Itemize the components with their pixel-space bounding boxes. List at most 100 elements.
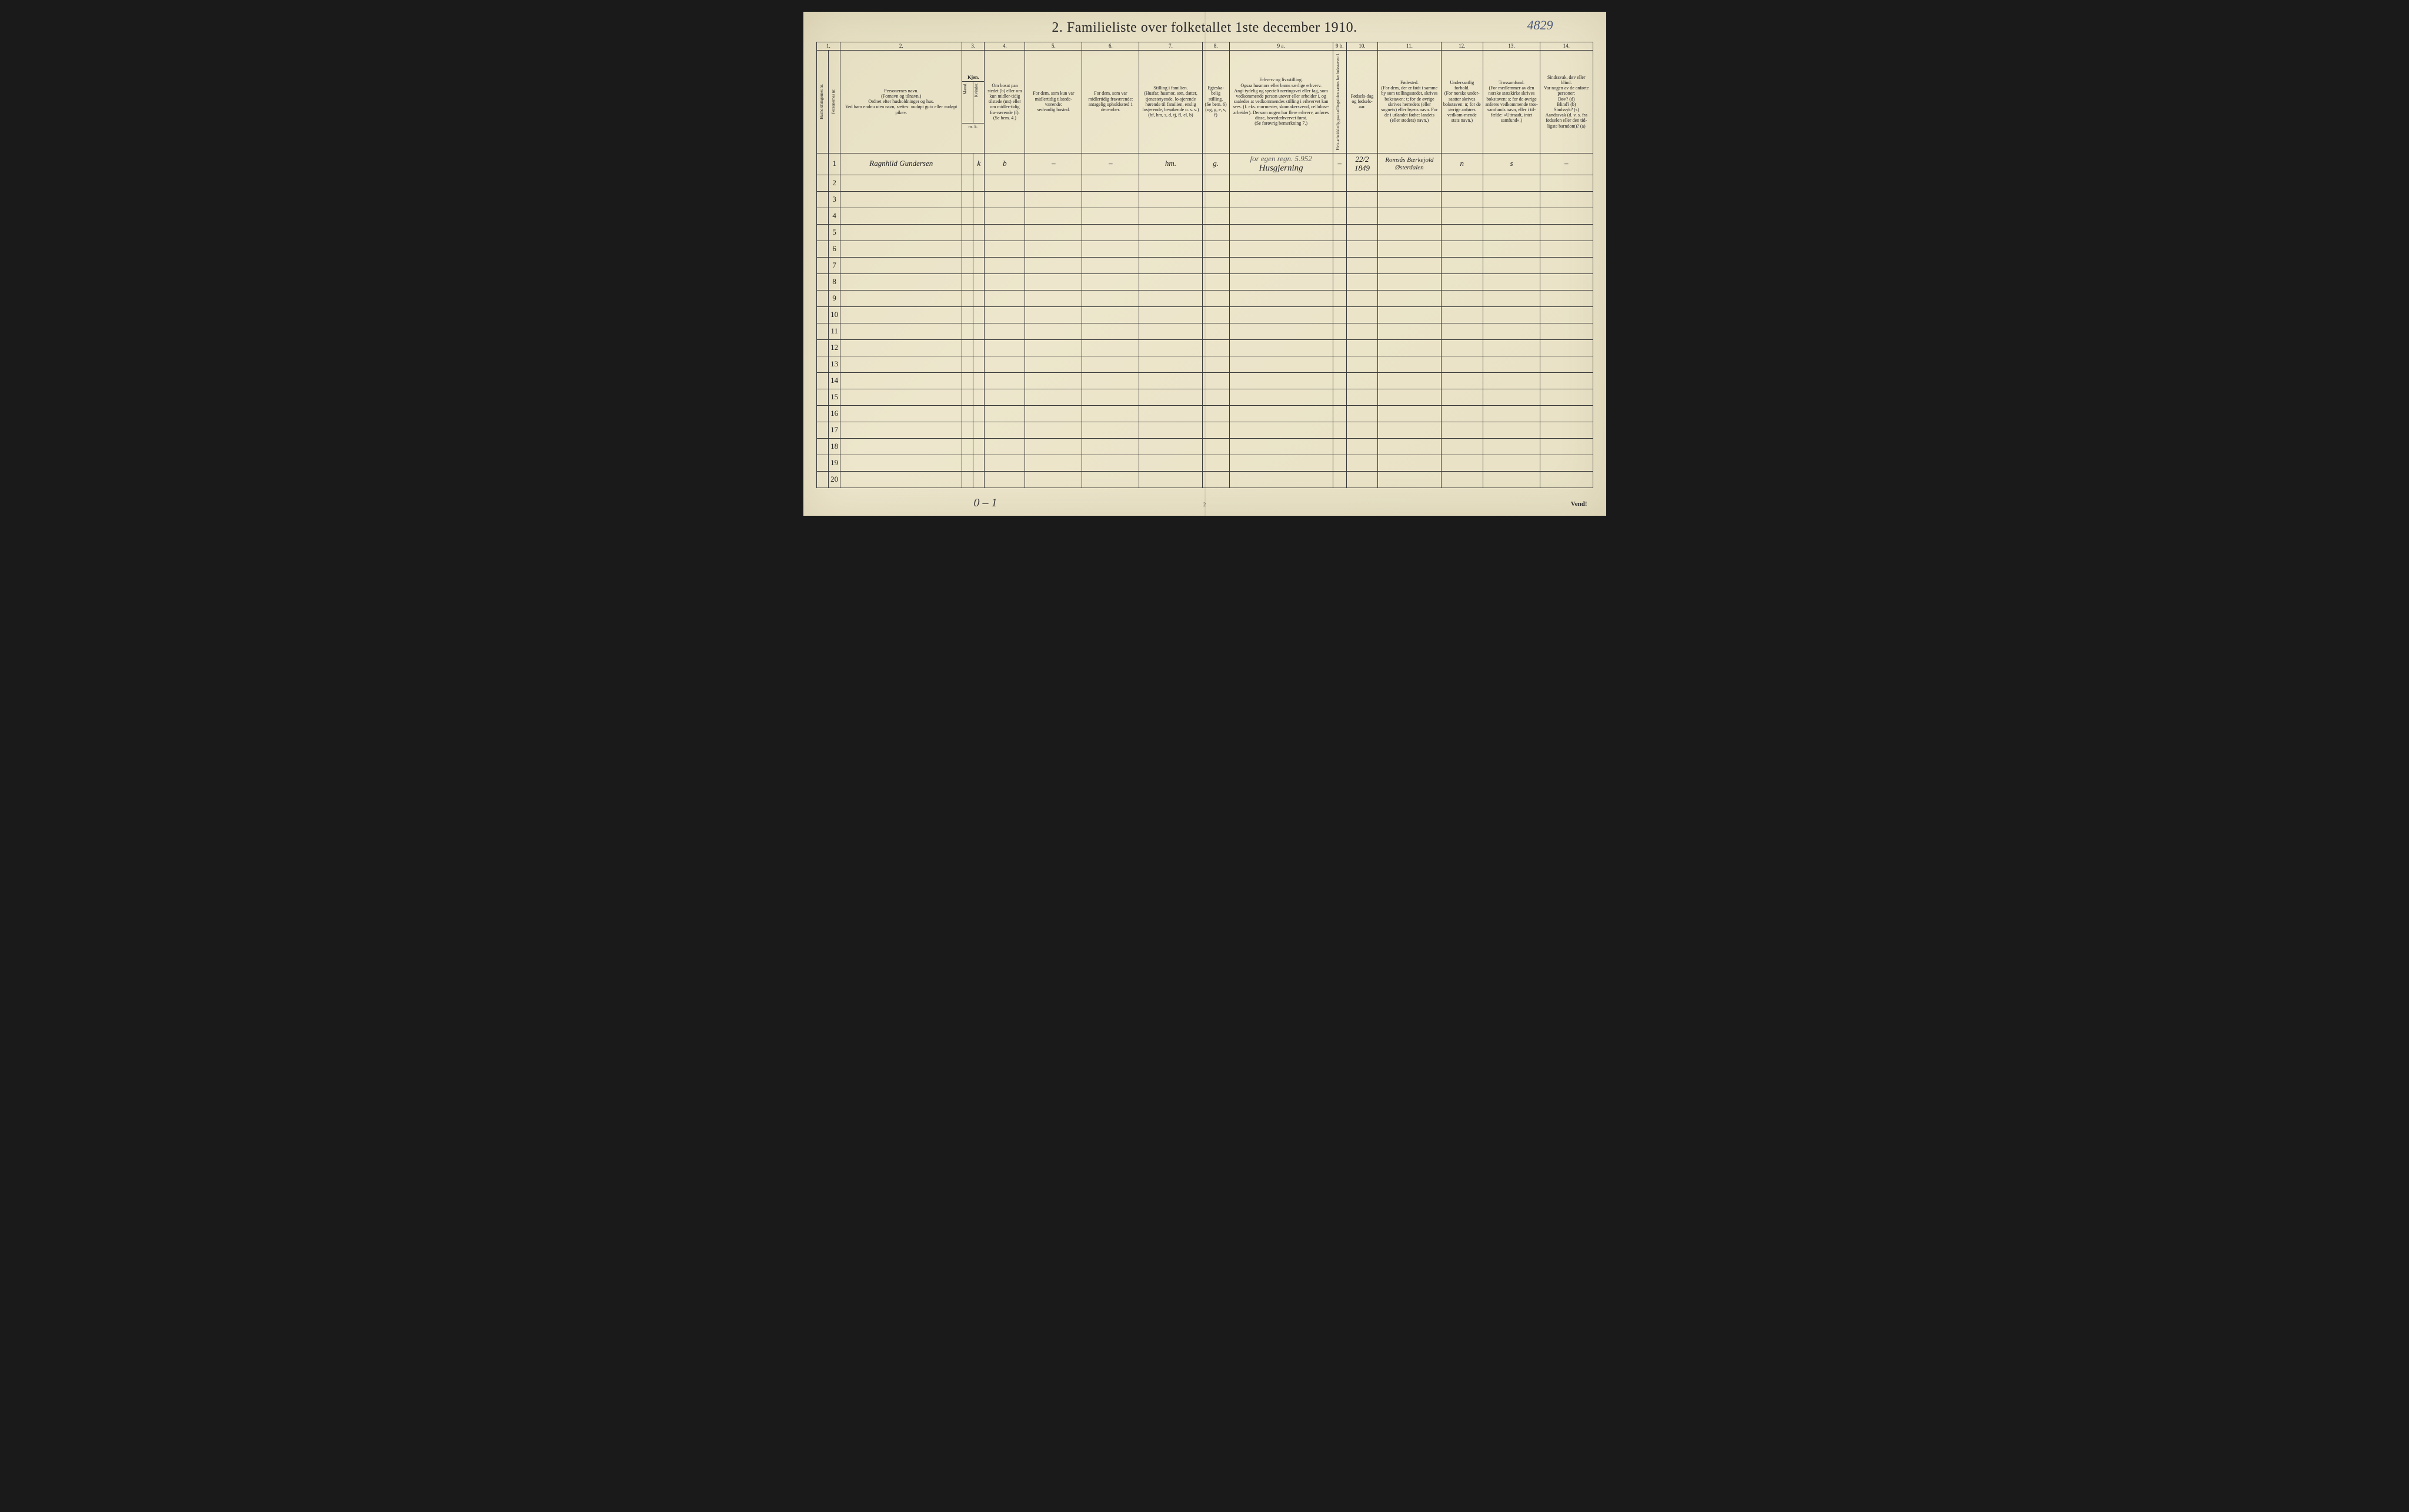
cell-empty [1346,208,1378,224]
cell-empty [1082,273,1139,290]
hdr-temp-present: For dem, som kun var midlertidig tilsted… [1025,51,1082,153]
cell-empty [840,257,962,273]
table-row: 2 [816,175,1593,191]
hdr-sex-female-label: Kvinder. [973,82,979,98]
hdr-marital: Egteska-belig stilling. (Se bem. 6) (ug,… [1202,51,1229,153]
cell-empty [1082,422,1139,438]
cell-empty [985,175,1025,191]
cell-empty [973,175,985,191]
cell-empty [1441,422,1483,438]
cell-empty [1483,323,1540,339]
cell-person-no: 18 [828,438,840,455]
cell-empty [1082,323,1139,339]
cell-empty [1139,208,1202,224]
cell-person-no: 2 [828,175,840,191]
cell-empty [1229,389,1333,405]
cell-empty [985,306,1025,323]
cell-empty [1229,306,1333,323]
cell-person-no: 5 [828,224,840,241]
cell-empty [1540,339,1593,356]
cell-household-no [816,438,828,455]
cell-empty [1202,290,1229,306]
cell-empty [1202,175,1229,191]
cell-empty [962,257,973,273]
cell-empty [1082,257,1139,273]
cell-empty [973,471,985,488]
cell-person-no: 16 [828,405,840,422]
cell-empty [985,471,1025,488]
cell-empty [840,455,962,471]
cell-empty [1483,389,1540,405]
cell-empty [840,290,962,306]
table-row: 14 [816,372,1593,389]
cell-household-no [816,241,828,257]
cell-empty [1483,422,1540,438]
cell-person-no: 12 [828,339,840,356]
cell-empty [1139,257,1202,273]
cell-person-no: 3 [828,191,840,208]
cell-empty [1139,438,1202,455]
footer-handwritten-tally: 0 – 1 [974,496,997,510]
cell-empty [985,422,1025,438]
cell-empty [840,273,962,290]
table-row: 7 [816,257,1593,273]
cell-household-no [816,339,828,356]
cell-empty [1082,290,1139,306]
cell-household-no [816,471,828,488]
cell-empty [840,323,962,339]
cell-empty [1483,356,1540,372]
cell-empty [1378,241,1441,257]
cell-household-no [816,372,828,389]
cell-household-no [816,306,828,323]
cell-empty [1441,323,1483,339]
colnum-9b: 9 b. [1333,42,1346,51]
table-row: 4 [816,208,1593,224]
cell-empty [1333,372,1346,389]
cell-empty [1139,389,1202,405]
cell-empty [1378,323,1441,339]
cell-empty [1540,356,1593,372]
table-row: 10 [816,306,1593,323]
cell-empty [1333,422,1346,438]
census-page: 4829 2. Familieliste over folketallet 1s… [803,12,1606,516]
cell-empty [1483,191,1540,208]
cell-empty [1025,389,1082,405]
cell-person-no: 11 [828,323,840,339]
cell-empty [1346,422,1378,438]
cell-empty [1082,471,1139,488]
footer-vend: Vend! [1571,500,1587,508]
cell-empty [1082,306,1139,323]
cell-empty [973,356,985,372]
cell-empty [1346,455,1378,471]
cell-empty [962,455,973,471]
cell-empty [1540,191,1593,208]
cell-empty [1346,438,1378,455]
cell-empty [1346,175,1378,191]
cell-empty [1082,455,1139,471]
cell-empty [1333,257,1346,273]
cell-household-no [816,191,828,208]
colnum-11: 11. [1378,42,1441,51]
cell-empty [1346,241,1378,257]
cell-empty [1229,224,1333,241]
cell-empty [1483,273,1540,290]
page-annotation-number: 4829 [1527,18,1553,33]
cell-household-no [816,175,828,191]
colnum-4: 4. [985,42,1025,51]
cell-empty [985,323,1025,339]
cell-empty [1346,356,1378,372]
cell-person-no: 7 [828,257,840,273]
cell-empty [962,389,973,405]
cell-empty [1333,208,1346,224]
cell-empty [1082,405,1139,422]
cell-empty [1139,306,1202,323]
cell-empty [1483,257,1540,273]
cell-household-no [816,455,828,471]
cell-empty [1378,224,1441,241]
cell-empty [1333,290,1346,306]
cell-person-no: 20 [828,471,840,488]
table-row: 3 [816,191,1593,208]
cell-empty [1378,471,1441,488]
cell-empty [1202,273,1229,290]
cell-empty [1483,438,1540,455]
